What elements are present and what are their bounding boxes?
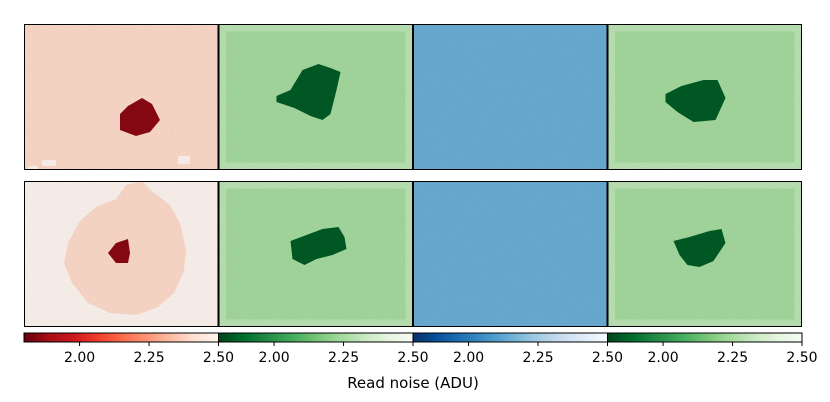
- colorbar-tick-label: 2.50: [203, 350, 234, 366]
- colorbar-tick-label: 2.25: [328, 350, 359, 366]
- panel-noise-texture: [413, 24, 608, 170]
- colorbar-tick-label: 2.25: [133, 350, 164, 366]
- panel-frame: [24, 181, 219, 327]
- colorbar-tick-label: 2.50: [786, 350, 817, 366]
- colorbar-tick-label: 2.00: [453, 350, 484, 366]
- colorbar-tick-label: 2.25: [717, 350, 748, 366]
- noise-panel-r2c1: [24, 181, 219, 327]
- panel-frame: [607, 24, 802, 170]
- colorbar-tick-label: 2.00: [64, 350, 95, 366]
- colorbar-gradient: [607, 332, 803, 343]
- noise-panel-r2c2: [218, 181, 413, 327]
- colorbar-tick-label: 2.50: [592, 350, 623, 366]
- noise-panel-r2c3: [413, 181, 608, 327]
- panel-frame: [24, 24, 219, 170]
- panel-frame: [607, 181, 802, 327]
- panel-noise-texture: [218, 181, 413, 327]
- panel-noise-texture: [607, 181, 802, 327]
- colorbar-2: 2.00 2.25 2.50: [218, 332, 429, 366]
- panel-frame: [413, 24, 608, 170]
- colorbar-axis-label: Read noise (ADU): [347, 374, 479, 392]
- noise-panel-r2c4: [607, 181, 802, 327]
- colorbar-gradient: [23, 332, 219, 343]
- panel-frame: [218, 24, 413, 170]
- colorbar-4: 2.00 2.25 2.50: [607, 332, 818, 366]
- colorbar-gradient: [412, 332, 608, 343]
- noise-panel-r1c1: [24, 24, 219, 170]
- panel-noise-texture: [607, 24, 802, 170]
- noise-panel-r1c3: [413, 24, 608, 170]
- panel-noise-texture: [413, 181, 608, 327]
- colorbar-tick-label: 2.50: [397, 350, 428, 366]
- panel-noise-texture: [24, 24, 219, 170]
- colorbar-tick-label: 2.00: [647, 350, 678, 366]
- panel-frame: [413, 181, 608, 327]
- noise-panel-r1c4: [607, 24, 802, 170]
- panel-noise-texture: [218, 24, 413, 170]
- noise-panel-r1c2: [218, 24, 413, 170]
- colorbar-tick-label: 2.25: [522, 350, 553, 366]
- colorbar-1: 2.00 2.25 2.50: [23, 332, 234, 366]
- colorbar-tick-label: 2.00: [258, 350, 289, 366]
- colorbar-gradient: [218, 332, 414, 343]
- panel-noise-texture: [24, 181, 219, 327]
- panel-frame: [218, 181, 413, 327]
- colorbar-3: 2.00 2.25 2.50: [412, 332, 623, 366]
